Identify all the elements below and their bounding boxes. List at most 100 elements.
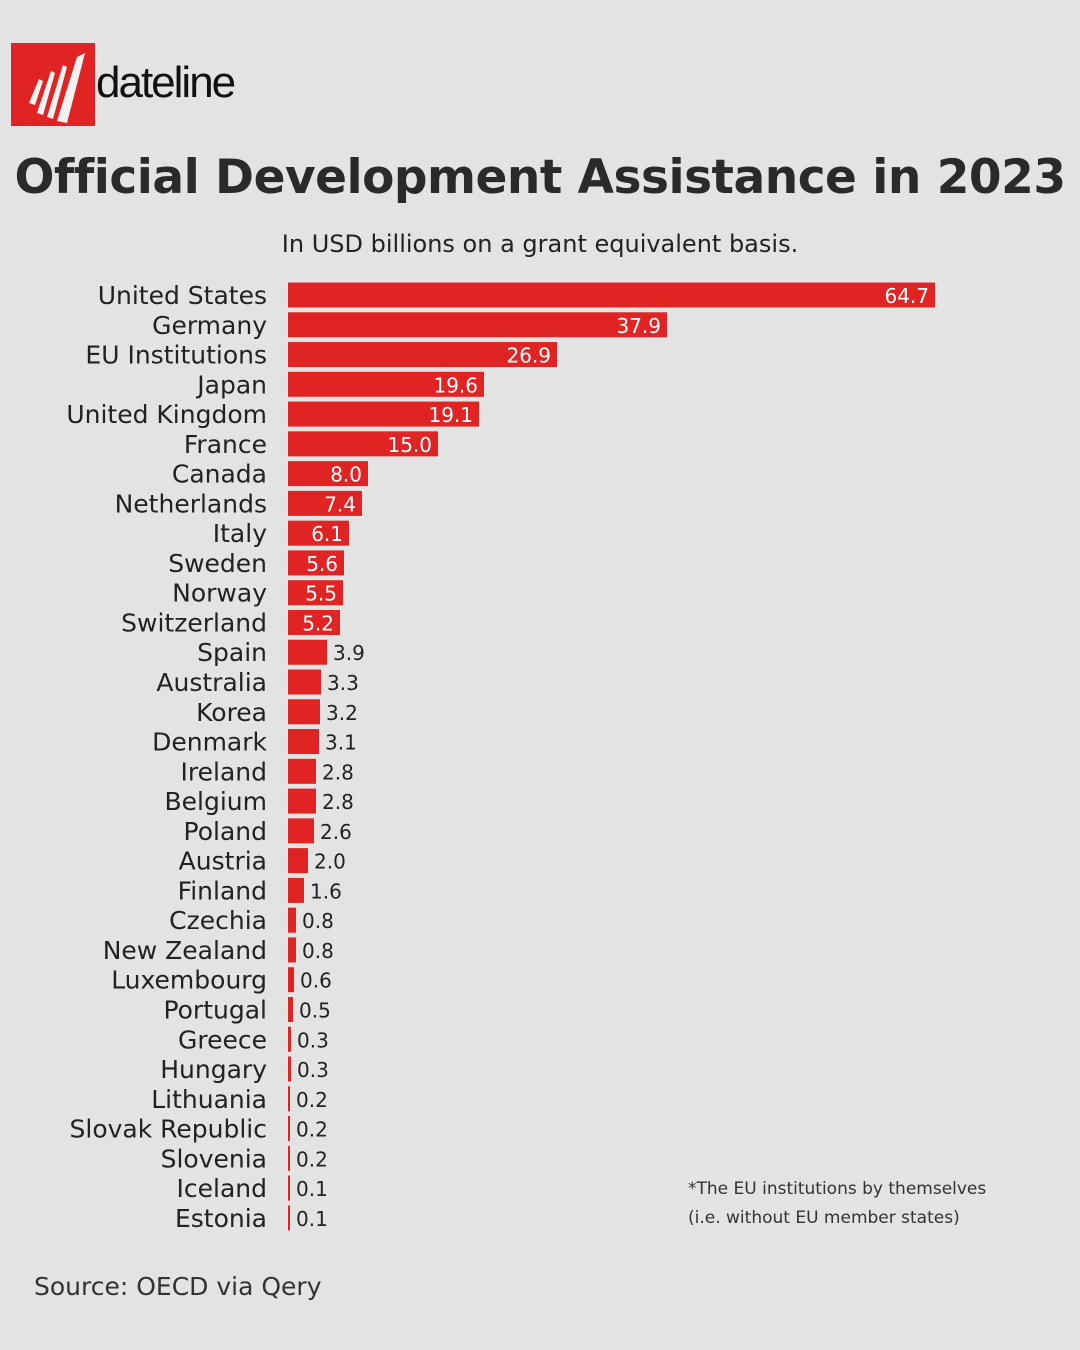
- category-label: Slovak Republic: [70, 1115, 268, 1144]
- data-label: 0.3: [297, 1028, 329, 1052]
- bar: [288, 1116, 290, 1142]
- category-label: Korea: [196, 698, 267, 727]
- data-label: 8.0: [330, 463, 362, 487]
- category-label: Ireland: [181, 757, 267, 786]
- data-label: 0.1: [296, 1207, 328, 1231]
- bar: [288, 669, 321, 695]
- category-label: Belgium: [165, 787, 268, 816]
- bar: [288, 520, 349, 546]
- category-label: Japan: [195, 370, 267, 399]
- chart-title: Official Development Assistance in 2023: [14, 150, 1066, 205]
- category-label: EU Institutions: [85, 341, 267, 370]
- bar: [288, 818, 314, 844]
- bar: [288, 580, 343, 606]
- category-label: Denmark: [152, 728, 267, 757]
- chart-subtitle: In USD billions on a grant equivalent ba…: [281, 230, 799, 258]
- sbs-logo-icon: [11, 43, 95, 126]
- bar: [288, 1026, 291, 1052]
- data-label: 0.8: [302, 939, 334, 963]
- data-label: 7.4: [324, 492, 356, 516]
- category-label: Czechia: [169, 906, 267, 935]
- category-label: Sweden: [168, 549, 267, 578]
- data-label: 3.3: [327, 671, 359, 695]
- logo-text: dateline: [96, 58, 236, 107]
- footnote: *The EU institutions by themselves (i.e.…: [688, 1175, 986, 1233]
- category-label: Hungary: [160, 1055, 267, 1084]
- bar: [288, 282, 935, 308]
- category-label: France: [184, 430, 267, 459]
- bar: [288, 967, 294, 993]
- bar: [288, 877, 304, 903]
- data-label: 6.1: [311, 522, 343, 546]
- category-label: Australia: [156, 668, 267, 697]
- data-label: 26.9: [506, 344, 551, 368]
- bar: [288, 758, 316, 784]
- data-label: 5.5: [305, 582, 337, 606]
- category-label: Canada: [172, 460, 267, 489]
- category-label: Switzerland: [121, 608, 267, 637]
- data-label: 0.5: [299, 998, 331, 1022]
- data-label: 5.2: [302, 611, 334, 635]
- bar: [288, 848, 308, 874]
- category-label: United States: [98, 281, 267, 310]
- data-label: 0.8: [302, 909, 334, 933]
- footnote-line: (i.e. without EU member states): [688, 1208, 960, 1228]
- data-label: 3.2: [326, 701, 358, 725]
- data-label: 64.7: [884, 284, 929, 308]
- data-label: 19.1: [428, 403, 473, 427]
- data-label: 37.9: [616, 314, 661, 338]
- bar: [288, 996, 293, 1022]
- category-label: Finland: [178, 876, 267, 905]
- category-label: Greece: [178, 1025, 267, 1054]
- data-label: 0.2: [296, 1118, 328, 1142]
- bar: [288, 1145, 290, 1171]
- category-label: Luxembourg: [111, 966, 267, 995]
- bar: [288, 371, 484, 397]
- bar: [288, 788, 316, 814]
- category-label: Slovenia: [161, 1144, 267, 1173]
- source-note: Source: OECD via Qery: [34, 1272, 322, 1301]
- bar: [288, 431, 438, 457]
- category-label: Netherlands: [115, 489, 267, 518]
- data-label: 3.9: [333, 641, 365, 665]
- data-label: 0.3: [297, 1058, 329, 1082]
- category-label: Lithuania: [151, 1085, 267, 1114]
- data-label: 2.0: [314, 850, 346, 874]
- data-label: 5.6: [306, 552, 338, 576]
- category-label: Spain: [197, 638, 267, 667]
- bar: [288, 312, 667, 338]
- bar: [288, 1175, 290, 1201]
- category-label: Iceland: [177, 1174, 267, 1203]
- bar: [288, 699, 320, 725]
- data-label: 1.6: [310, 879, 342, 903]
- bar: [288, 342, 557, 368]
- data-label: 3.1: [325, 731, 357, 755]
- data-label: 0.2: [296, 1088, 328, 1112]
- data-label: 2.6: [320, 820, 352, 844]
- bar: [288, 609, 340, 635]
- bar: [288, 550, 344, 576]
- data-label: 2.8: [322, 760, 354, 784]
- footnote-line: *The EU institutions by themselves: [688, 1179, 987, 1199]
- data-label: 2.8: [322, 790, 354, 814]
- bar: [288, 401, 479, 427]
- data-label: 0.2: [296, 1147, 328, 1171]
- category-label: Germany: [152, 311, 267, 340]
- bar: [288, 1056, 291, 1082]
- bar: [288, 639, 327, 665]
- bar: [288, 1205, 290, 1231]
- category-label: Austria: [179, 847, 267, 876]
- data-label: 15.0: [387, 433, 432, 457]
- category-label: Poland: [184, 817, 267, 846]
- data-label: 0.6: [300, 969, 332, 993]
- category-label: Portugal: [163, 995, 267, 1024]
- category-label: Norway: [172, 579, 267, 608]
- bar: [288, 1086, 290, 1112]
- category-label: New Zealand: [103, 936, 267, 965]
- category-label: Estonia: [175, 1204, 267, 1233]
- bar: [288, 937, 296, 963]
- bar: [288, 907, 296, 933]
- data-label: 19.6: [433, 373, 478, 397]
- bar: [288, 490, 362, 516]
